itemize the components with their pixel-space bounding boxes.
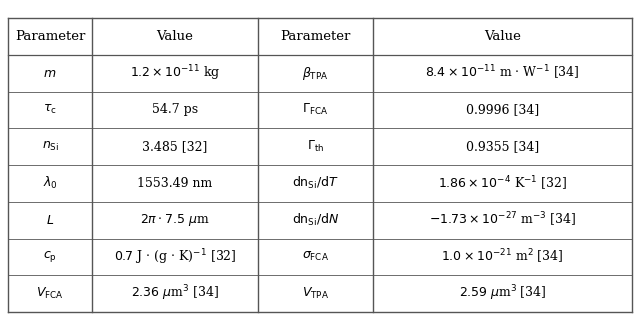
Text: $\lambda_0$: $\lambda_0$ [43, 175, 58, 191]
Text: $-1.73 \times 10^{-27}$ m$^{-3}$ [34]: $-1.73 \times 10^{-27}$ m$^{-3}$ [34] [429, 211, 576, 229]
Text: $2.36$ $\mu$m$^{3}$ [34]: $2.36$ $\mu$m$^{3}$ [34] [131, 284, 219, 303]
Text: $L$: $L$ [46, 214, 54, 226]
Text: $\rm d n_{Si}/d\it T$: $\rm d n_{Si}/d\it T$ [292, 175, 339, 191]
Text: $8.4 \times 10^{-11}$ m $\cdot$ W$^{-1}$ [34]: $8.4 \times 10^{-11}$ m $\cdot$ W$^{-1}$… [425, 64, 580, 82]
Text: $1.86 \times 10^{-4}$ K$^{-1}$ [32]: $1.86 \times 10^{-4}$ K$^{-1}$ [32] [438, 174, 567, 193]
Text: 0.9996 [34]: 0.9996 [34] [466, 103, 539, 116]
Text: 1553.49 nm: 1553.49 nm [138, 177, 212, 190]
Text: Parameter: Parameter [280, 30, 351, 43]
Text: 0.9355 [34]: 0.9355 [34] [466, 140, 539, 153]
Text: Value: Value [157, 30, 193, 43]
Text: $\rm d n_{Si}/d\it N$: $\rm d n_{Si}/d\it N$ [292, 212, 339, 228]
Text: $c_{\rm p}$: $c_{\rm p}$ [43, 249, 57, 264]
Text: $1.0 \times 10^{-21}$ m$^{2}$ [34]: $1.0 \times 10^{-21}$ m$^{2}$ [34] [442, 248, 564, 266]
Text: 54.7 ps: 54.7 ps [152, 103, 198, 116]
Text: $V_{\rm FCA}$: $V_{\rm FCA}$ [36, 286, 64, 301]
Text: $\beta_{\rm TPA}$: $\beta_{\rm TPA}$ [302, 65, 328, 82]
Text: Value: Value [484, 30, 521, 43]
Text: $V_{\rm TPA}$: $V_{\rm TPA}$ [302, 286, 329, 301]
Text: $\sigma_{\rm FCA}$: $\sigma_{\rm FCA}$ [302, 250, 329, 263]
Text: $\tau_{\rm c}$: $\tau_{\rm c}$ [44, 103, 57, 116]
Text: $\Gamma_{\rm th}$: $\Gamma_{\rm th}$ [307, 139, 324, 154]
Text: $\Gamma_{\rm FCA}$: $\Gamma_{\rm FCA}$ [302, 102, 328, 117]
Text: $1.2 \times 10^{-11}$ kg: $1.2 \times 10^{-11}$ kg [129, 63, 220, 83]
Text: $m$: $m$ [44, 67, 57, 80]
Text: $2.59$ $\mu$m$^{3}$ [34]: $2.59$ $\mu$m$^{3}$ [34] [459, 284, 547, 303]
Text: Parameter: Parameter [15, 30, 85, 43]
Text: $2\pi \cdot 7.5$ $\mu$m: $2\pi \cdot 7.5$ $\mu$m [140, 212, 210, 228]
Text: 3.485 [32]: 3.485 [32] [142, 140, 207, 153]
Text: $n_{\rm Si}$: $n_{\rm Si}$ [42, 140, 59, 153]
Text: $0.7$ J $\cdot$ (g $\cdot$ K)$^{-1}$ [32]: $0.7$ J $\cdot$ (g $\cdot$ K)$^{-1}$ [32… [113, 247, 236, 267]
